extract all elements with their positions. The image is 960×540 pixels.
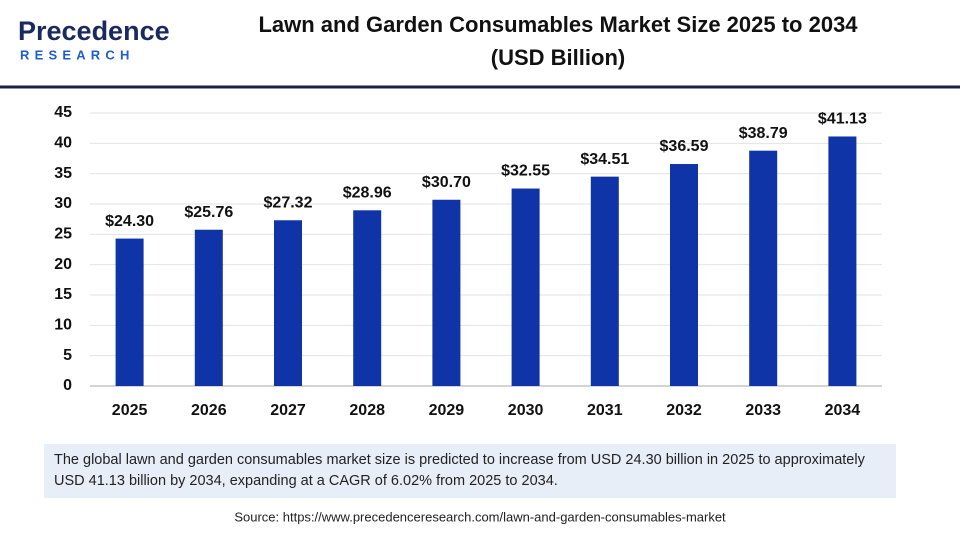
y-tick-label: 30 (54, 195, 72, 212)
bar (353, 210, 382, 386)
x-tick-label: 2031 (587, 402, 623, 419)
data-label: $32.55 (501, 163, 550, 180)
x-tick-label: 2032 (666, 402, 702, 419)
x-tick-label: 2027 (270, 402, 306, 419)
y-tick-label: 10 (54, 317, 72, 334)
x-tick-label: 2028 (349, 402, 385, 419)
data-label: $41.13 (818, 111, 867, 128)
chart-subtitle: (USD Billion) (491, 45, 625, 70)
data-label: $28.96 (343, 185, 392, 202)
data-label: $38.79 (739, 125, 788, 142)
data-label: $27.32 (264, 194, 313, 211)
source: Source: https://www.precedenceresearch.c… (234, 509, 726, 524)
data-label: $36.59 (660, 138, 709, 155)
bar (590, 176, 619, 386)
data-label: $24.30 (105, 213, 154, 230)
x-tick-label: 2026 (191, 402, 227, 419)
bar (432, 199, 461, 386)
data-label: $34.51 (580, 151, 629, 168)
logo-tagline: RESEARCH (20, 47, 135, 62)
x-tick-label: 2033 (745, 402, 781, 419)
bar (828, 136, 857, 386)
bar (749, 150, 778, 386)
y-tick-label: 15 (54, 286, 72, 303)
y-tick-label: 5 (63, 347, 72, 364)
x-tick-label: 2029 (429, 402, 465, 419)
chart-title: Lawn and Garden Consumables Market Size … (258, 12, 858, 37)
bar (115, 238, 144, 386)
bar (511, 188, 540, 386)
y-tick-label: 45 (54, 104, 72, 121)
x-tick-label: 2025 (112, 402, 148, 419)
bar (274, 220, 302, 386)
y-tick-label: 35 (54, 165, 72, 182)
x-tick-label: 2030 (508, 402, 544, 419)
description: The global lawn and garden consumables m… (44, 444, 896, 498)
bar (194, 229, 223, 386)
logo-name: Precedence (18, 16, 170, 46)
x-tick-label: 2034 (825, 402, 861, 419)
y-tick-label: 25 (54, 226, 72, 243)
data-label: $30.70 (422, 174, 471, 191)
y-tick-label: 0 (63, 377, 72, 394)
data-label: $25.76 (184, 204, 233, 221)
y-tick-label: 20 (54, 256, 72, 273)
bar (670, 164, 698, 386)
y-tick-label: 40 (54, 135, 72, 152)
